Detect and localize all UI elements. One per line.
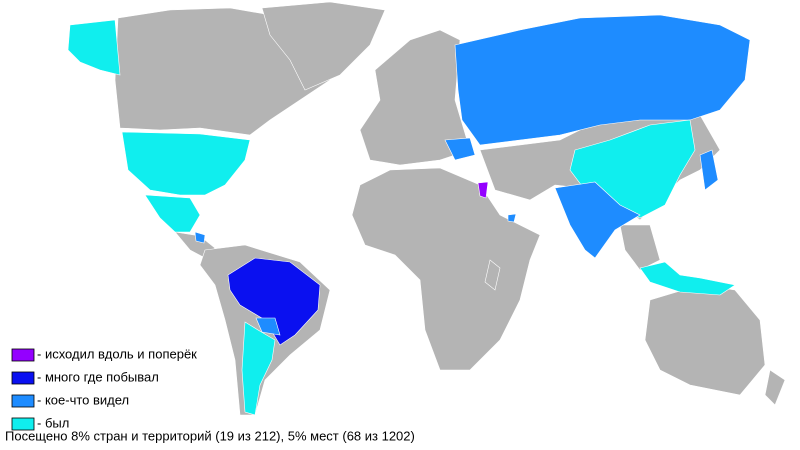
madagascar	[484, 259, 501, 291]
uae	[507, 213, 517, 223]
brazil	[227, 257, 321, 346]
australia	[644, 284, 766, 396]
usa	[121, 131, 251, 196]
greenland	[261, 1, 386, 91]
legend-swatch	[11, 394, 35, 408]
paraguay	[255, 317, 281, 336]
legend-swatch	[11, 417, 35, 431]
india	[554, 181, 641, 259]
israel	[477, 181, 489, 199]
se-asia	[619, 224, 661, 271]
mexico	[144, 194, 201, 233]
legend-label: - кое-что видел	[37, 392, 129, 407]
argentina	[241, 321, 276, 416]
africa	[351, 167, 541, 371]
legend-label: - много где побывал	[37, 369, 159, 384]
legend-swatch	[11, 371, 35, 385]
ukraine	[444, 137, 476, 161]
guatemala	[194, 231, 206, 244]
indonesia	[639, 261, 736, 296]
new-zealand	[764, 369, 786, 406]
legend-label: - был	[37, 415, 69, 430]
legend-label: - исходил вдоль и поперёк	[37, 346, 197, 361]
legend: - исходил вдоль и поперёк - много где поб…	[11, 346, 197, 431]
japan	[699, 149, 719, 191]
legend-swatch	[11, 348, 35, 362]
visited	[67, 14, 751, 416]
alaska	[67, 19, 121, 76]
footer: Посещено 8% стран и территорий (19 из 21…	[5, 428, 415, 443]
